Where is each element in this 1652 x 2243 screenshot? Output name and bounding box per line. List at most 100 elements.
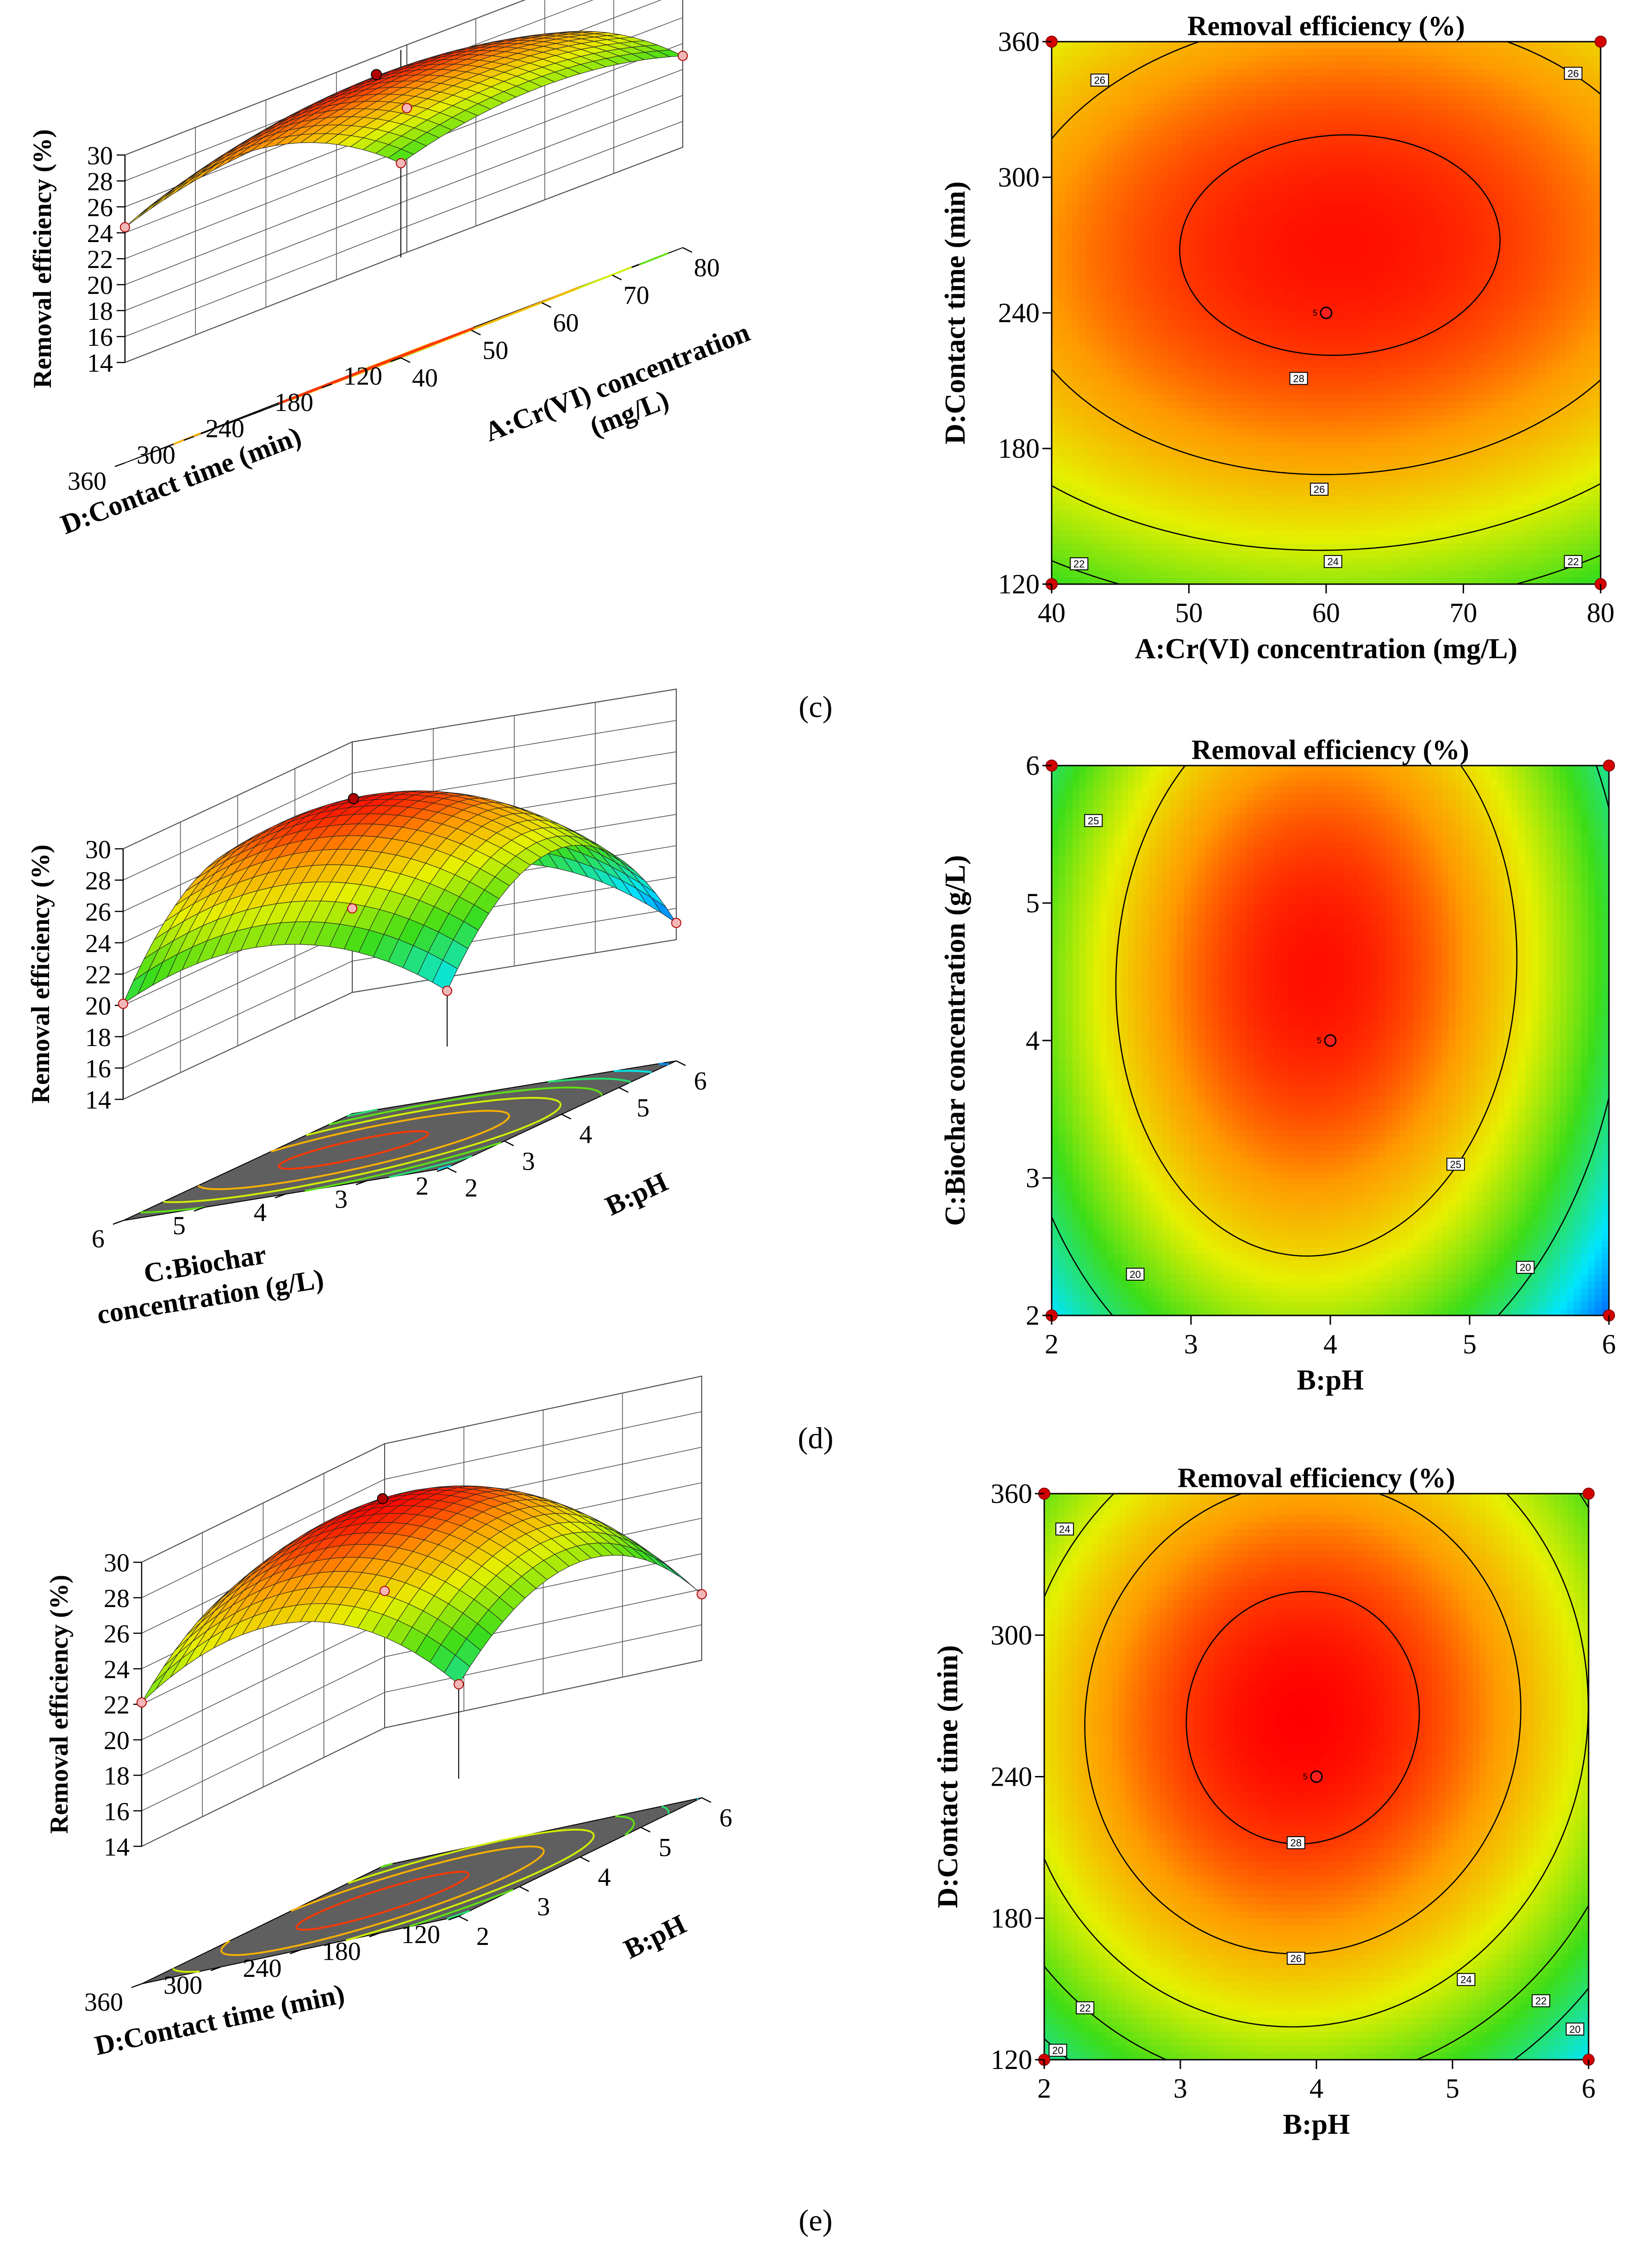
heat-cell [1353, 496, 1361, 503]
heat-cell [1257, 224, 1265, 232]
heat-cell [1257, 428, 1265, 436]
heat-cell [1223, 516, 1231, 523]
heat-cell [1106, 89, 1114, 96]
heat-cell [1113, 543, 1121, 551]
heat-cell [1229, 367, 1237, 374]
heat-cell [1312, 75, 1320, 83]
heat-cell [1106, 211, 1114, 218]
heat-cell [1408, 75, 1416, 83]
heat-cell [1099, 279, 1107, 287]
heat-cell [1058, 218, 1066, 225]
heat-cell [1092, 129, 1100, 137]
heat-cell [1134, 136, 1141, 144]
heat-cell [1428, 245, 1436, 252]
heat-cell [1078, 170, 1086, 178]
heat-cell [1353, 150, 1361, 157]
heat-cell [1175, 211, 1183, 218]
heat-cell [1092, 312, 1100, 320]
heat-cell [1305, 516, 1313, 523]
heat-cell [1401, 75, 1409, 83]
heat-cell [1099, 482, 1107, 490]
heat-cell [1264, 333, 1272, 341]
heat-cell [1408, 482, 1416, 490]
heat-cell [1422, 95, 1430, 103]
heat-cell [1291, 163, 1299, 171]
heat-cell [1360, 428, 1368, 436]
heat-cell [1312, 143, 1320, 151]
heat-cell [1216, 556, 1224, 564]
heat-cell [1360, 177, 1368, 185]
heat-cell [1154, 556, 1162, 564]
heat-cell [1284, 265, 1292, 273]
heat-cell [1058, 285, 1066, 293]
heat-cell [1333, 224, 1340, 232]
heat-cell [1394, 496, 1402, 503]
heat-cell [1312, 455, 1320, 462]
heat-cell [1346, 482, 1354, 490]
heat-cell [1072, 89, 1079, 96]
heat-cell [1243, 496, 1251, 503]
heat-cell [1319, 197, 1327, 205]
heat-cell [1298, 204, 1306, 212]
heat-cell [1120, 123, 1128, 131]
heat-cell [1127, 441, 1135, 449]
heat-cell [1099, 475, 1107, 483]
heat-cell [1078, 346, 1086, 354]
heat-cell [1195, 312, 1203, 320]
heat-cell [1175, 536, 1183, 544]
heat-cell [1257, 136, 1265, 144]
heat-cell [1305, 319, 1313, 327]
heat-cell [1374, 211, 1382, 218]
heat-cell [1278, 394, 1285, 402]
heat-cell [1271, 129, 1278, 137]
heat-cell [1120, 577, 1128, 585]
heat-cell [1175, 333, 1183, 341]
heat-cell [1175, 123, 1183, 131]
heat-cell [1072, 55, 1079, 62]
heat-cell [1381, 570, 1389, 578]
heat-cell [1312, 163, 1320, 171]
heat-cell [1065, 279, 1073, 287]
heat-cell [1209, 211, 1217, 218]
heat-cell [1312, 41, 1320, 49]
heat-cell [1333, 143, 1340, 151]
heat-cell [1257, 536, 1265, 544]
heat-cell [1422, 380, 1430, 388]
heat-cell [1189, 530, 1197, 537]
heat-cell [1051, 435, 1059, 442]
heat-cell [1387, 550, 1395, 558]
heat-cell [1367, 238, 1375, 246]
heat-cell [1175, 299, 1183, 307]
heat-cell [1161, 509, 1169, 517]
heat-cell [1401, 102, 1409, 110]
heat-cell [1154, 550, 1162, 558]
heat-cell [1422, 319, 1430, 327]
heat-cell [1319, 400, 1327, 408]
heat-cell [1099, 496, 1107, 503]
heat-cell [1051, 482, 1059, 490]
heat-cell [1312, 55, 1320, 62]
heat-cell [1408, 530, 1416, 537]
heat-cell [1161, 380, 1169, 388]
heat-cell [1250, 509, 1258, 517]
heat-cell [1257, 75, 1265, 83]
heat-cell [1147, 258, 1155, 266]
heat-cell [1141, 428, 1148, 436]
heat-cell [1422, 550, 1430, 558]
heat-cell [1161, 319, 1169, 327]
heat-cell [1147, 48, 1155, 56]
heat-cell [1298, 305, 1306, 313]
heat-cell [1134, 482, 1141, 490]
heat-cell [1319, 272, 1327, 280]
heat-cell [1092, 204, 1100, 212]
heat-cell [1257, 109, 1265, 117]
heat-cell [1168, 509, 1176, 517]
heat-cell [1353, 333, 1361, 341]
heat-cell [1195, 550, 1203, 558]
heat-cell [1134, 150, 1141, 157]
heat-cell [1415, 272, 1423, 280]
heat-cell [1415, 556, 1423, 564]
heat-cell [1209, 224, 1217, 232]
heat-cell [1346, 550, 1354, 558]
heat-cell [1120, 360, 1128, 368]
